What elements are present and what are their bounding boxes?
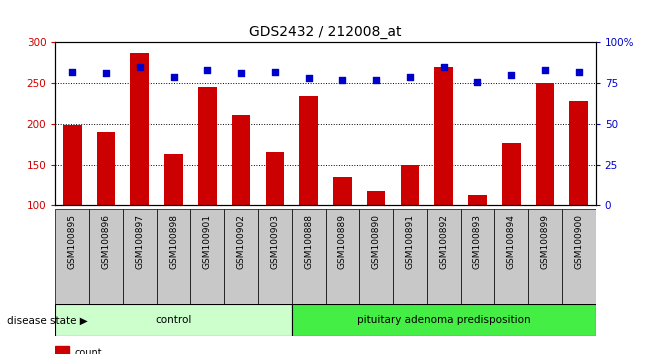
FancyBboxPatch shape [224, 209, 258, 304]
FancyBboxPatch shape [292, 209, 326, 304]
Point [135, 64, 145, 70]
Text: GSM100890: GSM100890 [372, 214, 381, 269]
Point [405, 74, 415, 80]
Bar [434, 67, 453, 205]
Point [270, 69, 280, 75]
Bar [570, 101, 588, 205]
Point [371, 77, 381, 83]
Bar [367, 191, 385, 205]
Text: pituitary adenoma predisposition: pituitary adenoma predisposition [357, 315, 531, 325]
Text: GSM100899: GSM100899 [540, 214, 549, 269]
Bar [55, 346, 69, 354]
Text: GSM100892: GSM100892 [439, 214, 448, 269]
Bar [333, 177, 352, 205]
Point [337, 77, 348, 83]
FancyBboxPatch shape [562, 209, 596, 304]
FancyBboxPatch shape [427, 209, 461, 304]
Text: GSM100903: GSM100903 [270, 214, 279, 269]
Bar [400, 165, 419, 205]
Text: control: control [156, 315, 192, 325]
Point [472, 79, 482, 84]
FancyBboxPatch shape [89, 209, 123, 304]
Text: GSM100894: GSM100894 [506, 214, 516, 269]
FancyBboxPatch shape [461, 209, 494, 304]
Bar [502, 143, 521, 205]
Point [540, 67, 550, 73]
FancyBboxPatch shape [123, 209, 157, 304]
Point [506, 72, 516, 78]
FancyBboxPatch shape [528, 209, 562, 304]
Bar [164, 154, 183, 205]
Bar [299, 96, 318, 205]
FancyBboxPatch shape [359, 209, 393, 304]
Text: GSM100889: GSM100889 [338, 214, 347, 269]
Point [202, 67, 212, 73]
Title: GDS2432 / 212008_at: GDS2432 / 212008_at [249, 25, 402, 39]
FancyBboxPatch shape [393, 209, 427, 304]
Text: GSM100901: GSM100901 [203, 214, 212, 269]
Text: GSM100888: GSM100888 [304, 214, 313, 269]
FancyBboxPatch shape [494, 209, 528, 304]
Text: GSM100898: GSM100898 [169, 214, 178, 269]
FancyBboxPatch shape [292, 304, 596, 336]
Bar [468, 195, 487, 205]
Text: GSM100896: GSM100896 [102, 214, 111, 269]
Bar [63, 125, 81, 205]
Bar [266, 152, 284, 205]
Bar [130, 53, 149, 205]
Point [303, 75, 314, 81]
Text: GSM100902: GSM100902 [236, 214, 245, 269]
Text: GSM100891: GSM100891 [406, 214, 415, 269]
Point [574, 69, 584, 75]
FancyBboxPatch shape [191, 209, 224, 304]
Text: GSM100897: GSM100897 [135, 214, 145, 269]
FancyBboxPatch shape [157, 209, 191, 304]
Bar [536, 83, 554, 205]
FancyBboxPatch shape [326, 209, 359, 304]
Point [67, 69, 77, 75]
Point [101, 70, 111, 76]
FancyBboxPatch shape [55, 304, 292, 336]
Point [236, 70, 246, 76]
Point [439, 64, 449, 70]
Text: GSM100895: GSM100895 [68, 214, 77, 269]
Bar [232, 115, 251, 205]
FancyBboxPatch shape [55, 209, 89, 304]
Text: count: count [74, 348, 102, 354]
Bar [198, 87, 217, 205]
Point [169, 74, 179, 80]
Text: GSM100893: GSM100893 [473, 214, 482, 269]
FancyBboxPatch shape [258, 209, 292, 304]
Bar [97, 132, 115, 205]
Text: GSM100900: GSM100900 [574, 214, 583, 269]
Text: disease state ▶: disease state ▶ [7, 315, 87, 325]
